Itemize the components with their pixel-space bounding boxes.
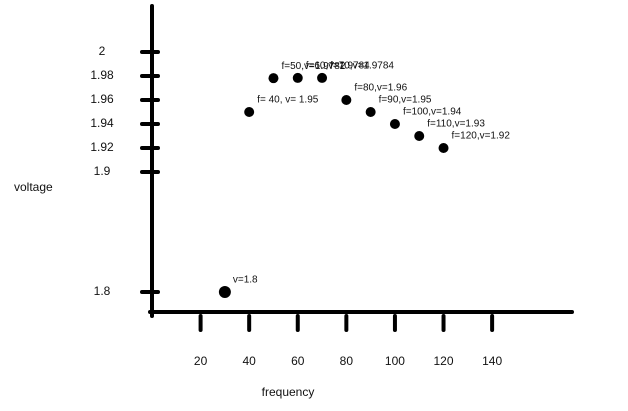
y-tick-label: 1.98 (90, 68, 114, 82)
data-point (218, 286, 231, 298)
data-label: f=90,v=1.95 (379, 95, 432, 106)
data-point (389, 119, 400, 129)
x-axis-label: frequency (262, 385, 315, 399)
data-point (414, 131, 425, 141)
data-point (438, 143, 449, 153)
x-tick-label: 20 (194, 354, 208, 368)
data-label: f=60,v=1.9784 (306, 61, 370, 72)
data-label: f= 40, v= 1.95 (257, 95, 319, 106)
y-axis-label: voltage (14, 180, 53, 194)
data-point (268, 73, 279, 84)
x-tick-label: 100 (385, 354, 405, 368)
y-tick-label: 1.94 (90, 116, 114, 130)
x-tick-label: 140 (482, 354, 502, 368)
data-point (341, 95, 352, 105)
y-tick-label: 1.96 (90, 92, 114, 106)
data-point (292, 72, 303, 83)
y-tick-label: 1.92 (90, 140, 114, 154)
x-tick-label: 40 (242, 354, 256, 368)
y-tick-label: 1.9 (94, 164, 111, 178)
y-tick-label: 2 (99, 44, 106, 58)
x-tick-label: 120 (434, 354, 454, 368)
data-label: f=110,v=1.93 (427, 119, 485, 130)
data-label: f=80,v=1.96 (354, 83, 407, 94)
x-tick-label: 60 (291, 354, 305, 368)
y-tick-label: 1.8 (94, 284, 111, 298)
data-label: f=100,v=1.94 (403, 107, 462, 118)
data-label: v=1.8 (233, 275, 258, 286)
data-point (317, 72, 328, 83)
data-label: f=70,v=1.9784 (330, 61, 394, 72)
data-label: f=50,v=1.9782 (281, 61, 345, 72)
data-label: f=120,v=1.92 (452, 131, 511, 142)
x-tick-label: 80 (340, 354, 354, 368)
data-point (244, 107, 255, 117)
data-point (365, 107, 376, 117)
